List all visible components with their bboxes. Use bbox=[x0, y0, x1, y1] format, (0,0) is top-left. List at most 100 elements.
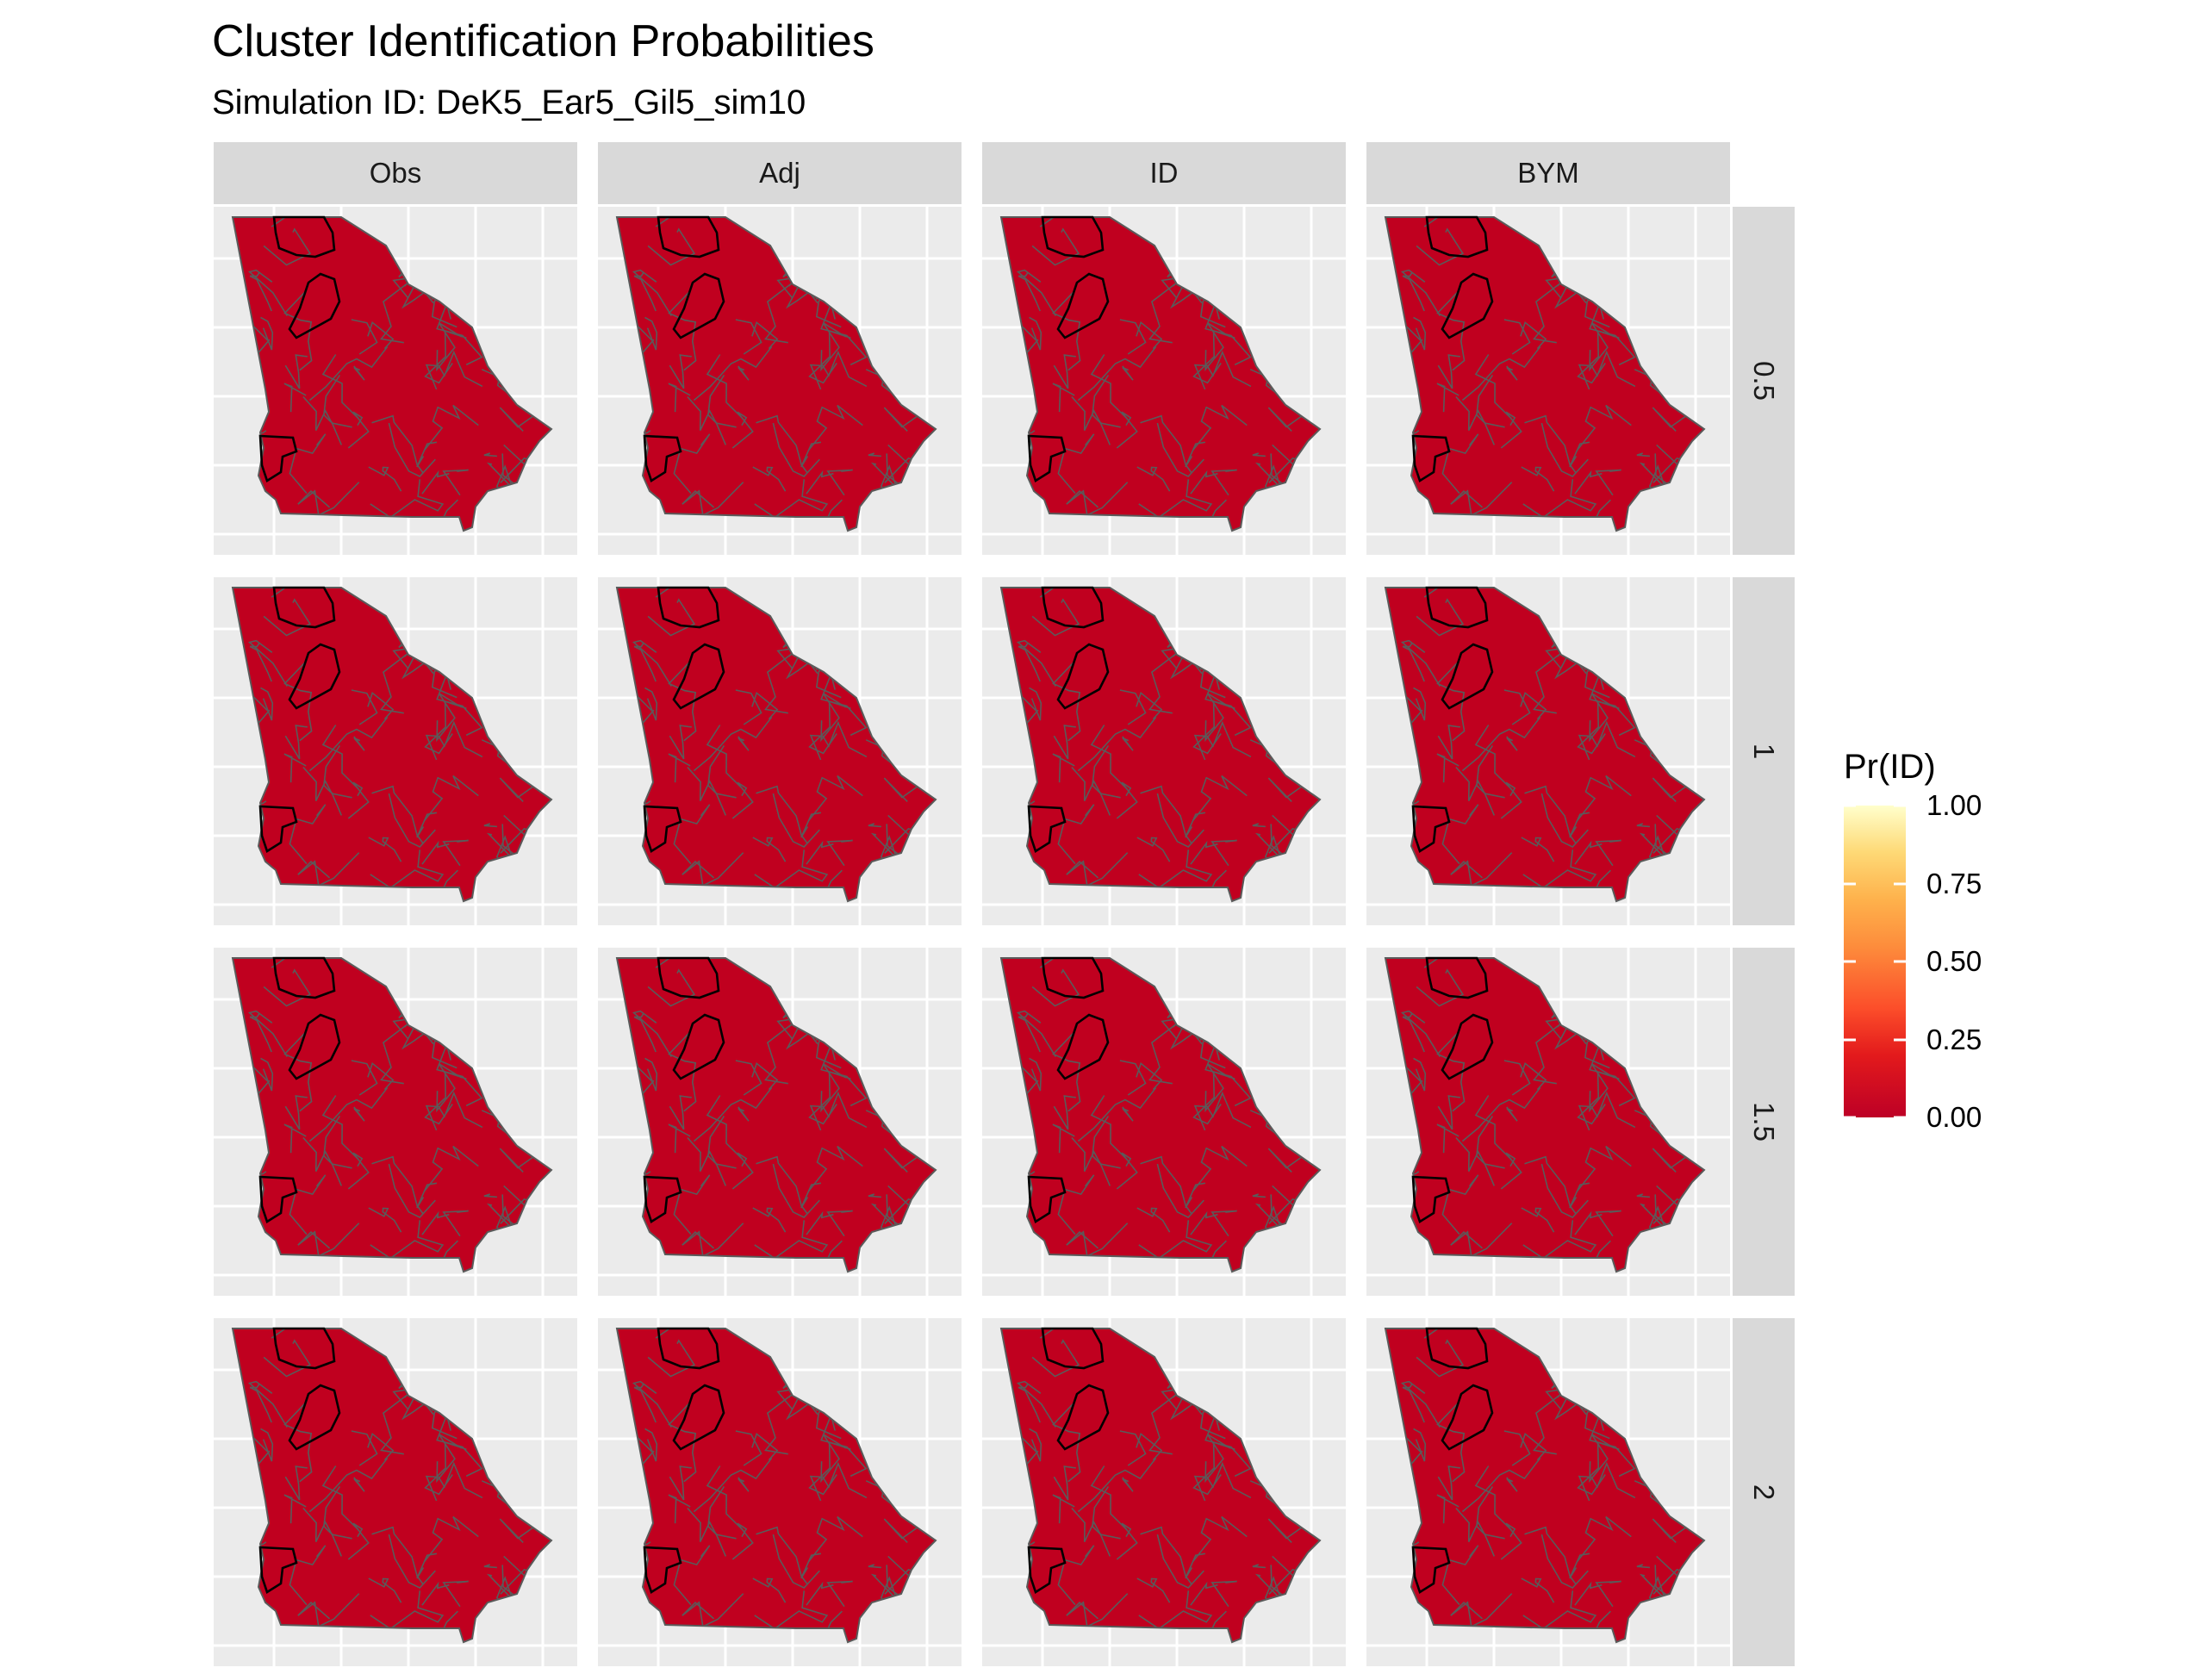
county-border bbox=[1252, 1193, 1266, 1198]
county-border bbox=[1001, 1498, 1036, 1546]
county-border bbox=[1551, 1354, 1585, 1390]
county-border bbox=[1503, 689, 1531, 725]
county-border bbox=[782, 243, 817, 278]
county-border bbox=[438, 970, 503, 1019]
county-border bbox=[826, 1580, 853, 1608]
county-border bbox=[1636, 1564, 1650, 1569]
state-outline bbox=[999, 957, 1322, 1273]
county-border bbox=[485, 501, 514, 515]
cluster-outline bbox=[288, 272, 341, 339]
county-border bbox=[1461, 345, 1541, 401]
county-border bbox=[1633, 284, 1669, 334]
legend-tick-mark bbox=[1894, 882, 1906, 885]
county-border bbox=[668, 753, 691, 783]
county-border bbox=[1193, 350, 1252, 390]
county-border bbox=[480, 655, 516, 705]
county-border bbox=[822, 970, 887, 1019]
county-border bbox=[425, 720, 483, 761]
county-border bbox=[302, 1136, 352, 1172]
county-border bbox=[353, 736, 365, 751]
county-border bbox=[633, 1384, 657, 1423]
county-border bbox=[668, 1123, 691, 1154]
cluster-outline bbox=[1411, 1175, 1451, 1223]
county-border bbox=[249, 1384, 272, 1423]
county-border bbox=[1190, 470, 1218, 495]
county-border bbox=[1167, 613, 1201, 649]
county-border bbox=[297, 482, 360, 517]
county-border bbox=[1167, 243, 1201, 278]
county-border bbox=[706, 354, 744, 420]
county-border bbox=[323, 1115, 343, 1186]
county-border bbox=[1590, 600, 1656, 649]
county-border bbox=[772, 1534, 820, 1589]
county-border bbox=[321, 725, 359, 790]
county-border bbox=[822, 600, 887, 649]
county-border bbox=[1400, 269, 1441, 317]
county-border bbox=[877, 669, 902, 701]
county-border bbox=[247, 1010, 288, 1058]
county-border bbox=[764, 1023, 794, 1085]
county-border bbox=[617, 757, 651, 805]
county-border bbox=[682, 1223, 744, 1258]
county-border bbox=[1156, 422, 1204, 477]
county-border bbox=[1016, 269, 1056, 317]
county-border bbox=[1153, 588, 1186, 625]
county-border bbox=[423, 775, 479, 822]
county-border bbox=[371, 1155, 424, 1215]
county-border bbox=[644, 316, 658, 351]
county-border bbox=[380, 1393, 409, 1455]
county-border bbox=[398, 1354, 433, 1390]
county-border bbox=[1204, 693, 1231, 743]
county-border bbox=[1576, 1145, 1632, 1192]
cluster-outline bbox=[258, 1175, 298, 1223]
county-border bbox=[769, 958, 802, 996]
county-border bbox=[1436, 383, 1459, 413]
county-border bbox=[347, 1522, 370, 1560]
county-border bbox=[868, 1193, 881, 1198]
county-border bbox=[425, 1091, 483, 1131]
county-border bbox=[1206, 600, 1272, 649]
county-border bbox=[844, 1328, 862, 1358]
county-border bbox=[1090, 725, 1128, 790]
county-border bbox=[1018, 643, 1041, 682]
county-border bbox=[398, 984, 433, 1019]
county-border bbox=[421, 1581, 450, 1606]
county-border bbox=[647, 1339, 696, 1378]
county-border bbox=[1136, 1207, 1171, 1233]
county-border bbox=[1185, 1552, 1206, 1579]
county-border bbox=[1589, 322, 1615, 372]
county-border bbox=[800, 441, 822, 468]
county-border bbox=[1187, 499, 1227, 531]
map-panel bbox=[1366, 948, 1730, 1296]
county-border bbox=[371, 414, 424, 474]
county-border bbox=[752, 1207, 787, 1233]
county-border bbox=[764, 652, 794, 714]
county-border bbox=[731, 411, 754, 449]
county-border bbox=[511, 1455, 538, 1508]
county-border bbox=[1572, 1610, 1611, 1642]
county-border bbox=[460, 958, 477, 987]
facet-strip-column: Adj bbox=[598, 142, 962, 204]
county-border bbox=[807, 404, 863, 451]
county-border bbox=[1572, 869, 1611, 901]
county-border bbox=[1646, 669, 1671, 701]
county-border bbox=[1122, 1477, 1134, 1492]
county-border bbox=[809, 350, 868, 390]
county-border bbox=[764, 1393, 794, 1455]
county-border bbox=[1148, 282, 1178, 344]
county-border bbox=[1595, 1210, 1621, 1237]
county-border bbox=[632, 1380, 672, 1428]
county-border bbox=[263, 1339, 312, 1378]
county-border bbox=[1190, 1581, 1218, 1606]
county-border bbox=[617, 387, 651, 434]
county-border bbox=[388, 422, 436, 477]
county-border bbox=[284, 1095, 308, 1130]
county-border bbox=[1031, 968, 1080, 1007]
county-border bbox=[895, 1085, 923, 1137]
county-border bbox=[752, 1577, 787, 1603]
county-border bbox=[1066, 482, 1129, 517]
county-border bbox=[1455, 766, 1505, 801]
county-border bbox=[1474, 1465, 1512, 1531]
county-border bbox=[877, 1410, 902, 1442]
county-border bbox=[1664, 344, 1691, 396]
